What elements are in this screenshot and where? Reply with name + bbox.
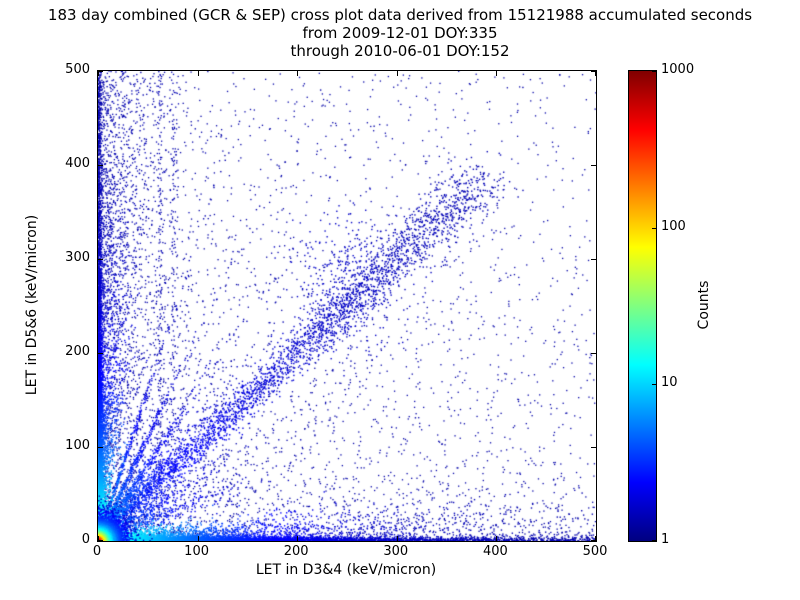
y-tick-mark (591, 353, 596, 354)
scatter-canvas (98, 71, 596, 541)
x-tick-label: 0 (92, 544, 102, 559)
y-tick-mark (98, 259, 103, 260)
plot-area (97, 70, 597, 542)
chart-title: 183 day combined (GCR & SEP) cross plot … (47, 6, 753, 24)
colorbar-tick-mark (652, 227, 656, 229)
colorbar-tick-label: 1 (661, 532, 670, 547)
colorbar-tick-mark (652, 384, 656, 386)
y-tick-mark (98, 540, 103, 541)
colorbar-tick-mark (652, 71, 656, 72)
x-tick-mark (98, 536, 99, 541)
colorbar-tick-label: 1000 (661, 62, 695, 77)
colorbar (628, 70, 657, 542)
x-tick-mark (396, 71, 398, 76)
x-tick-label: 400 (482, 544, 508, 559)
colorbar-tick-mark (652, 540, 656, 541)
y-axis-label: LET in D5&6 (keV/micron) (24, 214, 40, 396)
x-tick-mark (496, 536, 498, 541)
y-tick-label: 200 (65, 344, 90, 359)
colorbar-counts-label: Counts (696, 280, 712, 330)
y-tick-mark (591, 540, 596, 541)
chart-subtitle-from: from 2009-12-01 DOY:335 (302, 24, 498, 42)
x-tick-label: 500 (582, 544, 608, 559)
x-tick-mark (98, 71, 99, 76)
y-tick-mark (98, 71, 103, 72)
y-tick-mark (98, 353, 103, 354)
colorbar-gradient (629, 71, 656, 541)
x-tick-label: 100 (184, 544, 209, 559)
y-tick-label: 100 (65, 438, 90, 453)
y-tick-mark (591, 259, 596, 260)
x-tick-mark (595, 71, 596, 76)
chart-subtitle-through: through 2010-06-01 DOY:152 (290, 42, 510, 60)
x-tick-mark (396, 536, 398, 541)
x-tick-mark (197, 71, 199, 76)
colorbar-tick-label: 10 (661, 375, 678, 391)
y-tick-label: 300 (65, 250, 90, 265)
x-axis-label: LET in D3&4 (keV/micron) (255, 562, 437, 578)
y-tick-mark (591, 71, 596, 72)
y-tick-mark (98, 447, 103, 448)
colorbar-tick-label: 100 (661, 218, 686, 234)
x-tick-mark (496, 71, 498, 76)
y-tick-mark (591, 165, 596, 166)
x-tick-mark (197, 536, 199, 541)
x-tick-label: 200 (283, 544, 309, 559)
y-tick-mark (98, 165, 103, 166)
x-tick-mark (595, 536, 596, 541)
y-tick-mark (591, 447, 596, 448)
x-tick-mark (297, 71, 299, 76)
y-tick-label: 0 (81, 532, 90, 547)
y-tick-label: 400 (65, 156, 90, 171)
y-tick-label: 500 (65, 62, 90, 77)
x-tick-label: 300 (383, 544, 409, 559)
x-tick-mark (297, 536, 299, 541)
